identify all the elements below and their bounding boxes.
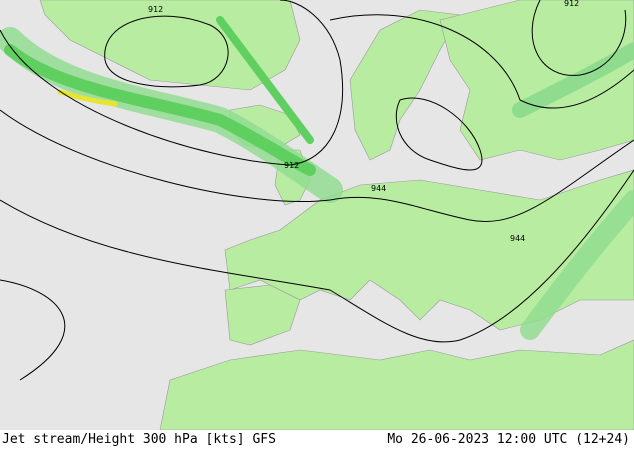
contour-label: 912 [148, 5, 163, 14]
contours [0, 0, 634, 381]
map: 912 912 912 944 944 [0, 0, 634, 431]
footer: Jet stream/Height 300 hPa [kts] GFS Mo 2… [0, 430, 634, 450]
contour-label: 912 [564, 0, 579, 8]
jet-stream [0, 16, 634, 340]
footer-right: Mo 26-06-2023 12:00 UTC (12+24) [387, 432, 630, 447]
footer-left: Jet stream/Height 300 hPa [kts] GFS [2, 432, 276, 447]
contour-labels: 912 912 912 944 944 [148, 0, 579, 243]
contour-label: 944 [510, 234, 525, 243]
contour-label: 944 [371, 184, 386, 193]
contour-label: 912 [284, 161, 299, 170]
